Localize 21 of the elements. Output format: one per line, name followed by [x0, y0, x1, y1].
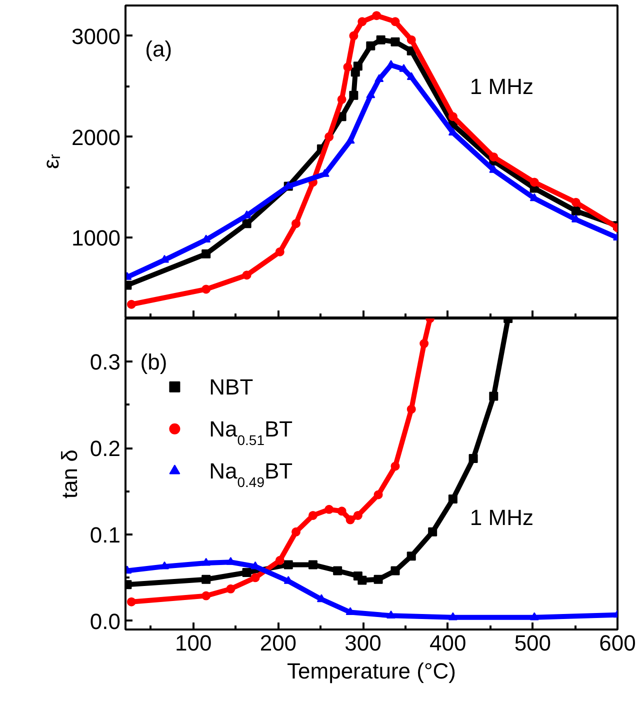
annotation: 1 MHz	[470, 74, 534, 100]
y-tick-label: 1000	[72, 226, 121, 251]
y-tick-label: 0.0	[90, 608, 121, 634]
annotation: (a)	[145, 36, 172, 62]
x-tick-label: 500	[514, 630, 552, 656]
y-tick-label: 3000	[72, 24, 121, 49]
y-tick-label: 0.2	[90, 436, 121, 462]
y-axis-title: tan δ	[56, 450, 82, 498]
annotation: 1 MHz	[470, 505, 534, 530]
x-tick-label: 200	[260, 630, 297, 656]
x-axis-title: Temperature (°C)	[287, 658, 456, 684]
x-tick-label: 400	[429, 630, 466, 656]
x-tick-label: 100	[175, 630, 212, 656]
legend-label: NBT	[209, 374, 254, 400]
y-axis-title: εᵣ	[38, 154, 64, 170]
annotation: (b)	[140, 350, 168, 375]
y-tick-label: 0.3	[90, 350, 121, 375]
x-tick-label: 300	[344, 630, 382, 656]
x-tick-label: 600	[599, 630, 636, 656]
y-tick-label: 0.1	[90, 522, 121, 548]
y-tick-label: 2000	[72, 124, 121, 150]
